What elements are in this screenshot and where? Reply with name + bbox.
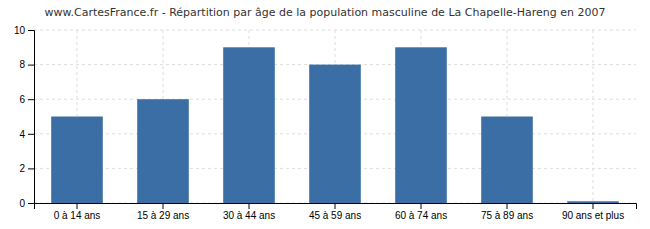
tick-label: 2 [19, 163, 25, 174]
title: www.CartesFrance.fr - Répartition par âg… [45, 6, 606, 19]
tick-mark [421, 203, 422, 209]
tick: 60 à 74 ans [395, 203, 447, 221]
tick: 0 [19, 198, 34, 209]
tick-mark [28, 168, 34, 169]
grid [34, 30, 636, 203]
tick: 8 [19, 59, 34, 70]
axis-line [35, 204, 637, 210]
tick-label: 75 à 89 ans [481, 210, 533, 221]
tick-mark [28, 134, 34, 135]
tick: 75 à 89 ans [481, 203, 533, 221]
bar [223, 47, 275, 203]
plot: 0 2 4 6 8 10 0 à 14 ans 15 à 29 ans 30 à 44 ans 4… [14, 25, 637, 221]
tick-label: 6 [19, 94, 25, 105]
tick-label: 45 à 59 ans [309, 210, 361, 221]
bars [51, 47, 619, 203]
tick: 2 [19, 163, 34, 174]
tick: 45 à 59 ans [309, 203, 361, 221]
bar [567, 201, 619, 203]
tick-label: 60 à 74 ans [395, 210, 447, 221]
tick-mark [28, 30, 34, 31]
bar [309, 65, 361, 203]
tick: 4 [19, 129, 34, 140]
tick-mark [507, 203, 508, 209]
tick-label: 0 [19, 198, 25, 209]
x-axis: 0 à 14 ans 15 à 29 ans 30 à 44 ans 45 à 59 … [35, 203, 637, 221]
bar [395, 47, 447, 203]
tick-label: 0 à 14 ans [54, 210, 101, 221]
tick: 90 ans et plus [562, 203, 624, 221]
tick: 6 [19, 94, 34, 105]
tick: 10 [14, 25, 34, 36]
tick-mark [593, 203, 594, 209]
grid-line [593, 30, 594, 203]
y-axis: 0 2 4 6 8 10 [14, 25, 35, 209]
tick-label: 8 [19, 59, 25, 70]
tick-mark [28, 99, 34, 100]
tick-mark [77, 203, 78, 209]
tick-mark [28, 65, 34, 66]
tick-label: 30 à 44 ans [223, 210, 275, 221]
bar [481, 117, 533, 204]
bar [51, 117, 103, 204]
chart: www.CartesFrance.fr - Répartition par âg… [0, 0, 650, 229]
tick-label: 4 [19, 129, 25, 140]
tick: 0 à 14 ans [54, 203, 101, 221]
tick: 30 à 44 ans [223, 203, 275, 221]
tick: 15 à 29 ans [137, 203, 189, 221]
axis-line [28, 31, 35, 204]
tick-mark [163, 203, 164, 209]
tick-label: 15 à 29 ans [137, 210, 189, 221]
tick-mark [249, 203, 250, 209]
tick-label: 10 [14, 25, 26, 36]
tick-label: 90 ans et plus [562, 210, 624, 221]
tick-mark [28, 203, 34, 204]
bar [137, 99, 189, 203]
tick-mark [335, 203, 336, 209]
